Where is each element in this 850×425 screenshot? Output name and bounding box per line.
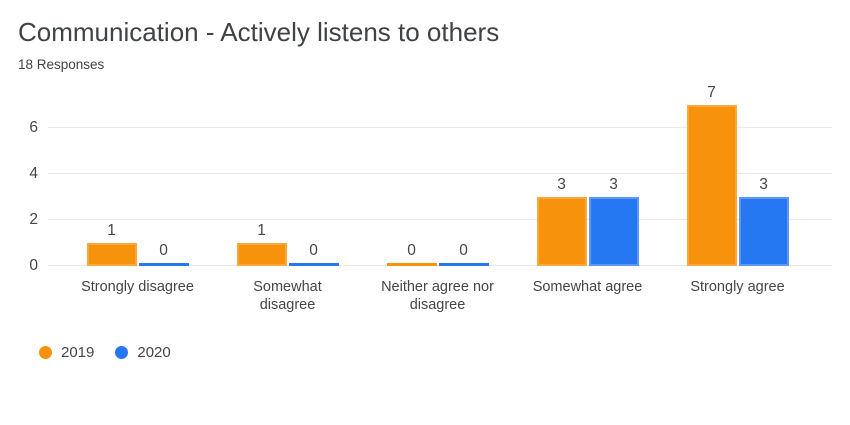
legend-label-2019: 2019 — [61, 344, 95, 361]
plot-area: 1 0 Strongly disagree 1 0 Somewhat disagree 0 0… — [48, 84, 832, 313]
bar-value-label: 3 — [557, 176, 566, 193]
y-tick-label-0: 0 — [29, 257, 38, 274]
bar-2020-0 — [138, 263, 189, 266]
legend-item-2020[interactable]: 2020 — [115, 344, 171, 361]
x-tick-label-0: Strongly disagree — [81, 279, 194, 295]
y-tick-label-4: 4 — [29, 165, 38, 182]
x-tick-label-2: Neither agree nor disagree — [381, 279, 494, 313]
bar-2019-2 — [386, 263, 437, 266]
bar-value-label: 3 — [759, 176, 768, 193]
y-tick-label-6: 6 — [29, 119, 38, 136]
y-tick-label-2: 2 — [29, 211, 38, 228]
bar-value-label: 7 — [707, 84, 716, 101]
bar-value-label: 0 — [309, 242, 318, 259]
bar-2020-1 — [288, 263, 339, 266]
x-tick-label-1: Somewhat disagree — [253, 279, 322, 313]
bar-value-label: 0 — [407, 242, 416, 259]
gridline-4 — [48, 173, 832, 174]
bar-value-label: 1 — [107, 222, 116, 239]
chart-title: Communication - Actively listens to othe… — [18, 17, 500, 47]
chart-subtitle: 18 Responses — [18, 57, 105, 72]
bar-2020-2 — [438, 263, 489, 266]
gridline-2 — [48, 219, 832, 220]
bar-2020-3 — [588, 197, 639, 266]
bar-2020-4 — [738, 197, 789, 266]
x-tick-label-4: Strongly agree — [690, 279, 785, 295]
gridline-6 — [48, 127, 832, 128]
x-tick-label-3: Somewhat agree — [532, 279, 643, 295]
bar-2019-0 — [86, 243, 137, 266]
bar-value-label: 0 — [459, 242, 468, 259]
bar-2019-3 — [536, 197, 587, 266]
legend: 2019 2020 — [39, 344, 171, 361]
bar-2019-1 — [236, 243, 287, 266]
legend-item-2019[interactable]: 2019 — [39, 344, 94, 361]
legend-dot-2019 — [39, 346, 52, 359]
bar-value-label: 0 — [159, 242, 168, 259]
bar-2019-4 — [686, 105, 737, 266]
bar-value-label: 1 — [257, 222, 266, 239]
legend-dot-2020 — [115, 346, 129, 359]
bar-value-label: 3 — [609, 176, 618, 193]
legend-label-2020: 2020 — [137, 344, 171, 361]
